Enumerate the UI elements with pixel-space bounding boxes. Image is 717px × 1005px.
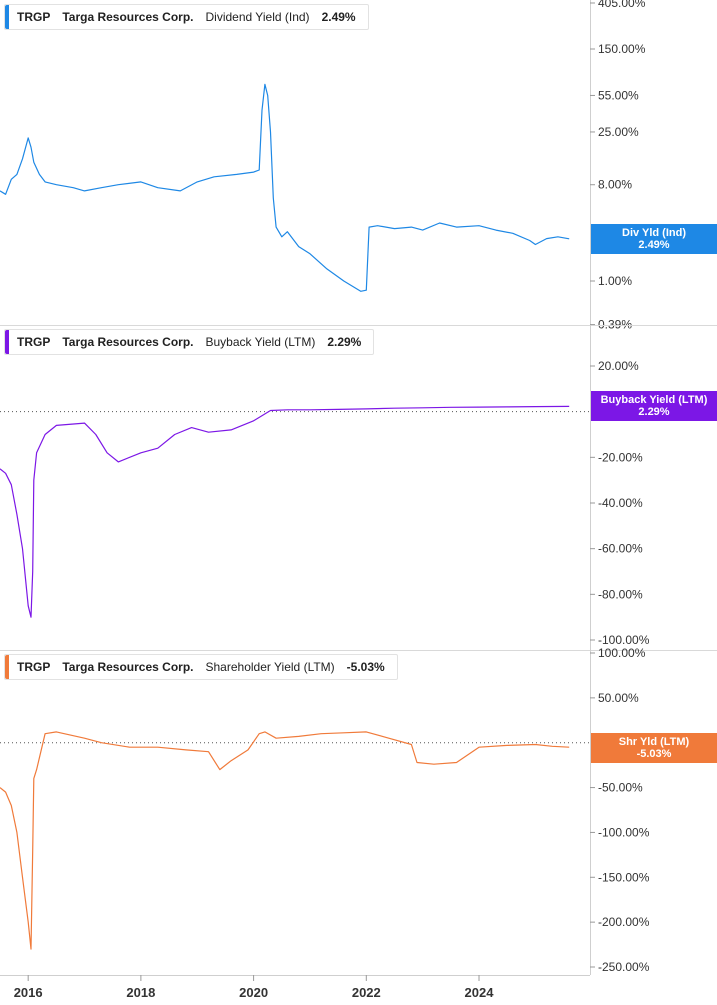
- legend-shareholder-yield[interactable]: TRGP Targa Resources Corp. Shareholder Y…: [4, 654, 398, 680]
- y-tick-label: -80.00%: [598, 587, 643, 601]
- legend-value: 2.49%: [321, 10, 356, 24]
- callout-label: Buyback Yield (LTM): [600, 394, 708, 406]
- legend-value: -5.03%: [346, 660, 385, 674]
- legend-company: Targa Resources Corp.: [62, 10, 194, 24]
- y-tick-label: -200.00%: [598, 915, 650, 929]
- y-tick-label: -100.00%: [598, 633, 650, 647]
- callout-dividend-yield: Div Yld (Ind) 2.49%: [591, 224, 717, 254]
- y-tick-label: -250.00%: [598, 960, 650, 974]
- x-tick-label: 2016: [14, 985, 43, 1000]
- callout-value: 2.49%: [638, 239, 670, 251]
- callout-buyback-yield: Buyback Yield (LTM) 2.29%: [591, 391, 717, 421]
- callout-shareholder-yield: Shr Yld (LTM) -5.03%: [591, 733, 717, 763]
- legend-swatch-buyback: [5, 330, 9, 354]
- y-tick-label: 25.00%: [598, 125, 639, 139]
- y-tick-label: 1.00%: [598, 274, 632, 288]
- y-tick-label: 50.00%: [598, 691, 639, 705]
- y-tick-label: 55.00%: [598, 88, 639, 102]
- y-tick-label: -100.00%: [598, 825, 650, 839]
- x-tick-label: 2018: [126, 985, 155, 1000]
- legend-company: Targa Resources Corp.: [62, 660, 194, 674]
- legend-ticker: TRGP: [17, 10, 51, 24]
- y-tick-label: 20.00%: [598, 359, 639, 373]
- legend-swatch-shareholder: [5, 655, 9, 679]
- callout-value: -5.03%: [636, 748, 672, 760]
- legend-dividend-yield[interactable]: TRGP Targa Resources Corp. Dividend Yiel…: [4, 4, 369, 30]
- legend-buyback-yield[interactable]: TRGP Targa Resources Corp. Buyback Yield…: [4, 329, 375, 355]
- y-tick-label: 405.00%: [598, 0, 646, 10]
- callout-label: Div Yld (Ind): [622, 227, 686, 239]
- y-tick-label: -60.00%: [598, 542, 643, 556]
- legend-metric: Dividend Yield (Ind): [205, 10, 310, 24]
- y-tick-label: 150.00%: [598, 42, 646, 56]
- series-line: [0, 731, 570, 950]
- y-tick-label: -40.00%: [598, 496, 643, 510]
- y-tick-label: -50.00%: [598, 781, 643, 795]
- legend-company: Targa Resources Corp.: [62, 335, 194, 349]
- legend-swatch-dividend: [5, 5, 9, 29]
- y-tick-label: -20.00%: [598, 450, 643, 464]
- y-tick-label: 8.00%: [598, 178, 632, 192]
- x-tick-label: 2020: [239, 985, 268, 1000]
- callout-value: 2.29%: [638, 406, 670, 418]
- x-tick-label: 2024: [465, 985, 495, 1000]
- series-line: [0, 83, 570, 292]
- series-line: [0, 405, 570, 618]
- legend-ticker: TRGP: [17, 335, 51, 349]
- legend-value: 2.29%: [327, 335, 362, 349]
- x-tick-label: 2022: [352, 985, 381, 1000]
- y-tick-label: -150.00%: [598, 870, 650, 884]
- y-tick-label: 0.39%: [598, 318, 632, 332]
- legend-metric: Shareholder Yield (LTM): [205, 660, 335, 674]
- legend-metric: Buyback Yield (LTM): [205, 335, 316, 349]
- callout-label: Shr Yld (LTM): [618, 736, 690, 748]
- y-tick-label: 100.00%: [598, 646, 646, 660]
- legend-ticker: TRGP: [17, 660, 51, 674]
